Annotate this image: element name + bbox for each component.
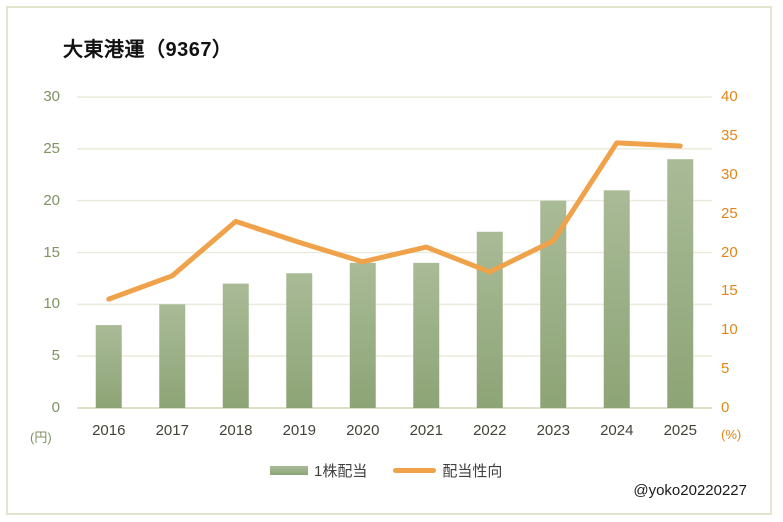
dividend-bar-2018: [222, 283, 249, 408]
watermark: @yoko20220227: [633, 482, 747, 499]
right-axis-tick-5: 5: [721, 360, 730, 378]
dividend-bar-2016: [95, 325, 122, 408]
dividend-bar-2024: [603, 190, 630, 408]
right-axis-tick-35: 35: [721, 126, 738, 144]
right-axis-tick-20: 20: [721, 243, 738, 261]
x-axis-label-2018: 2018: [219, 422, 253, 439]
x-axis-label-2025: 2025: [663, 422, 697, 439]
left-axis-tick-0: 0: [51, 399, 60, 416]
chart-title: 大東港運（9367）: [63, 39, 233, 61]
x-axis-label-2022: 2022: [473, 422, 507, 439]
payout-ratio-line: [106, 140, 683, 302]
chart-svg: [77, 96, 712, 409]
legend-item-payout: 配当性向: [393, 460, 502, 481]
left-axis-unit: (円): [30, 430, 52, 445]
legend-item-dividend: 1株配当: [270, 460, 367, 481]
dividend-bar-2019: [286, 273, 313, 408]
dividend-bar-2021: [413, 262, 440, 408]
legend-label-payout: 配当性向: [442, 462, 503, 480]
left-axis-tick-5: 5: [51, 347, 60, 365]
x-axis-label-2021: 2021: [409, 422, 443, 439]
left-axis-tick-10: 10: [43, 295, 60, 313]
x-axis-label-2017: 2017: [155, 422, 189, 439]
right-axis-unit: (%): [721, 427, 742, 442]
right-axis-tick-25: 25: [721, 204, 738, 222]
line-swatch-icon: [393, 467, 437, 473]
dividend-bar-2025: [667, 159, 694, 408]
x-axis-label-2016: 2016: [92, 422, 126, 439]
right-axis-tick-30: 30: [721, 165, 738, 183]
left-axis-tick-20: 20: [43, 191, 60, 209]
legend: 1株配当 配当性向: [270, 460, 502, 481]
legend-label-dividend: 1株配当: [314, 462, 368, 480]
x-axis-label-2024: 2024: [600, 422, 634, 439]
right-axis-tick-10: 10: [721, 321, 738, 339]
plot-area: [77, 96, 712, 409]
x-axis-label-2023: 2023: [536, 422, 570, 439]
dividend-bar-2022: [476, 231, 503, 408]
left-axis-tick-15: 15: [43, 243, 60, 261]
dividend-bar-2023: [540, 200, 567, 408]
dividend-bar-2020: [349, 262, 376, 408]
bar-swatch-icon: [270, 465, 308, 475]
x-axis-label-2020: 2020: [346, 422, 380, 439]
right-axis-tick-0: 0: [721, 399, 730, 416]
x-axis-label-2019: 2019: [282, 422, 316, 439]
right-axis-tick-40: 40: [721, 88, 738, 105]
left-axis-tick-30: 30: [43, 88, 60, 105]
left-axis-tick-25: 25: [43, 139, 60, 157]
right-axis-tick-15: 15: [721, 282, 738, 300]
dividend-bar-2017: [159, 304, 186, 408]
